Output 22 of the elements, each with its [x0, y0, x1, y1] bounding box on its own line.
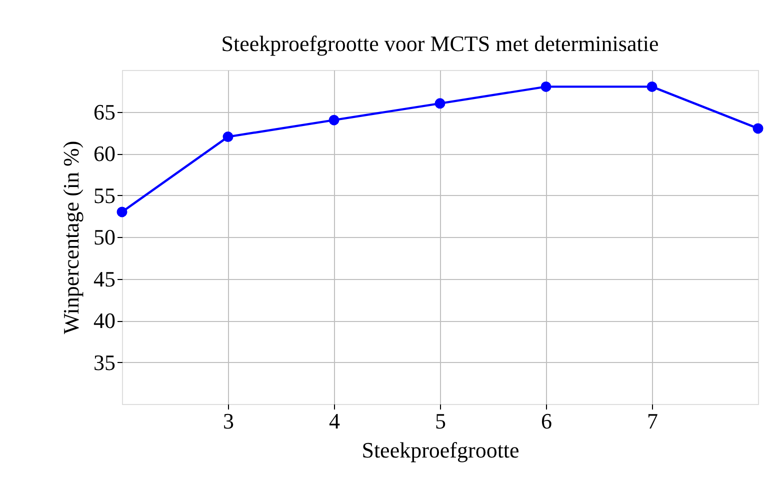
point — [752, 123, 764, 134]
x-tick-label: 3 — [223, 408, 234, 434]
x-tick-label: 6 — [541, 408, 552, 434]
y-tick-label: 45 — [94, 266, 116, 292]
y-tick-label: 65 — [94, 99, 116, 124]
y-tick-label: 40 — [94, 308, 116, 333]
point — [328, 114, 340, 126]
chart-title: Steekproefgrootte voor MCTS met determinisatie — [221, 31, 659, 56]
point — [646, 81, 658, 92]
x-tick-label: 5 — [435, 408, 446, 434]
point — [222, 132, 234, 142]
point — [434, 98, 446, 109]
x-tick-label: 4 — [329, 408, 340, 434]
y-tick-label: 60 — [94, 141, 116, 166]
y-tick-label: 35 — [94, 350, 116, 375]
y-axis-title: Winpercentage (in %) — [58, 140, 84, 334]
point — [540, 81, 552, 92]
point — [116, 206, 128, 218]
y-tick-label: 55 — [94, 182, 116, 208]
x-axis-title: Steekproefgrootte — [362, 438, 520, 462]
y-tick-label: 50 — [94, 224, 116, 250]
x-tick-label: 7 — [647, 408, 658, 434]
